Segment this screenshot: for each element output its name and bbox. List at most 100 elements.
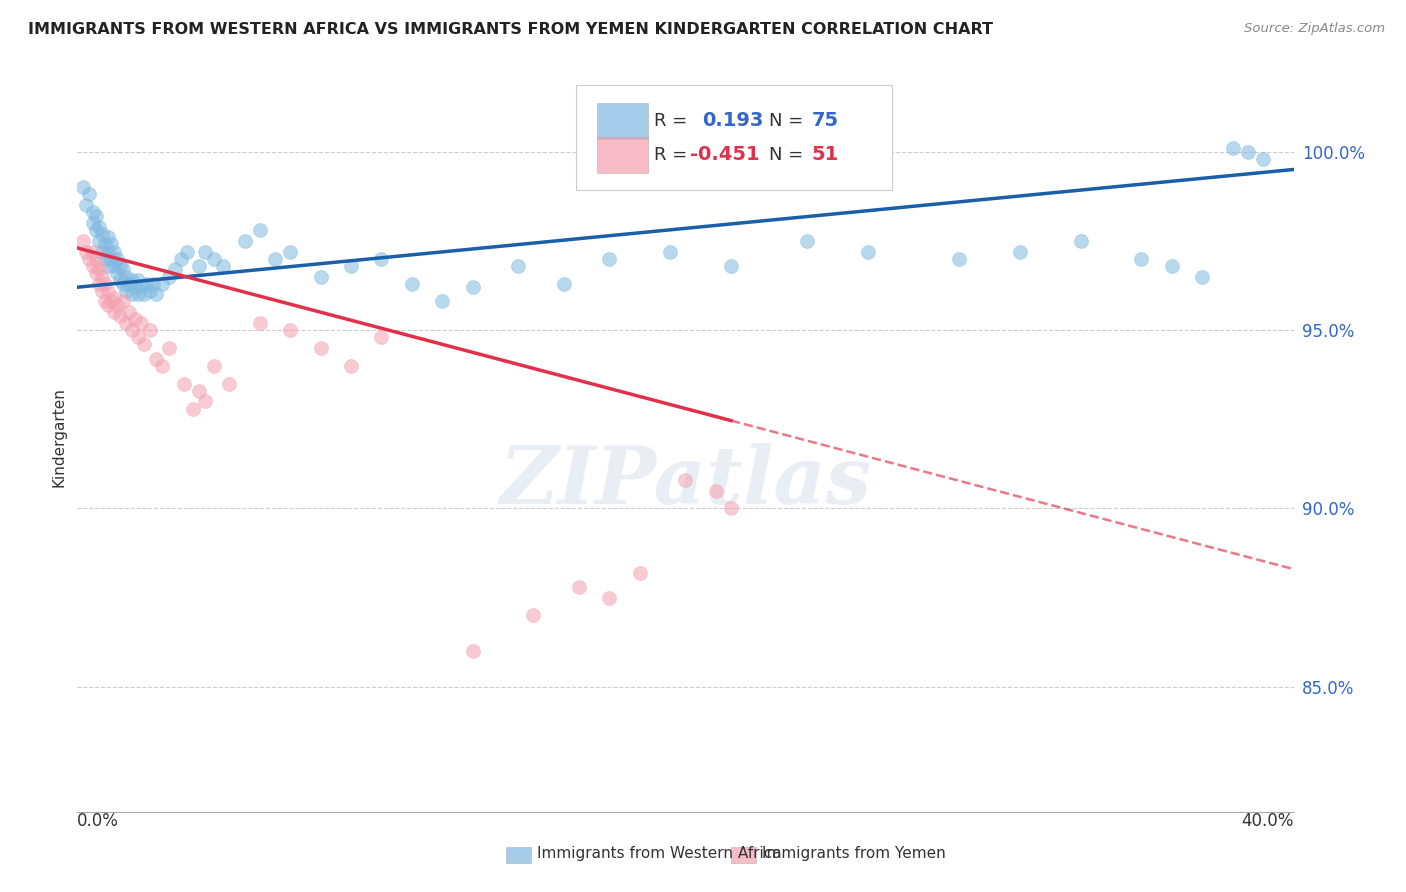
Point (1008, 244, 1031, 259)
Point (176, 244, 198, 259)
Point (1070, 234, 1092, 248)
Text: ZIPatlas: ZIPatlas (499, 443, 872, 521)
Point (129, 316, 152, 330)
Text: -0.451: -0.451 (690, 145, 759, 164)
Point (93, 294, 115, 309)
Point (115, 316, 138, 330)
Point (118, 305, 141, 319)
Point (720, 501, 742, 516)
Point (704, 483, 727, 498)
Point (278, 323, 301, 337)
Point (188, 384, 211, 398)
Point (100, 237, 122, 252)
Point (1222, 141, 1244, 155)
Point (103, 305, 125, 319)
Point (628, 566, 651, 580)
Point (522, 608, 544, 623)
Text: 0.193: 0.193 (703, 112, 763, 130)
Point (84, 252, 107, 266)
Point (84, 266, 107, 280)
Text: N =: N = (769, 145, 810, 163)
Point (134, 287, 156, 301)
Point (659, 244, 682, 259)
Point (340, 359, 363, 373)
Point (115, 269, 138, 284)
Point (675, 473, 697, 487)
Point (152, 359, 174, 373)
Point (111, 294, 134, 309)
Point (124, 312, 146, 326)
Point (75, 244, 97, 259)
Point (93, 252, 115, 266)
Point (370, 330, 392, 344)
Point (401, 277, 423, 291)
Point (79, 187, 101, 202)
Point (598, 591, 620, 605)
Point (90, 244, 112, 259)
Text: IMMIGRANTS FROM WESTERN AFRICA VS IMMIGRANTS FROM YEMEN KINDERGARTEN CORRELATION: IMMIGRANTS FROM WESTERN AFRICA VS IMMIGR… (28, 22, 993, 37)
Point (87, 234, 110, 248)
Point (129, 280, 152, 294)
Point (87, 277, 110, 291)
Point (93, 277, 115, 291)
Point (1237, 145, 1260, 159)
Text: Immigrants from Yemen: Immigrants from Yemen (762, 847, 946, 861)
Point (139, 284, 162, 298)
Point (430, 294, 453, 309)
Point (139, 323, 162, 337)
Point (136, 277, 159, 291)
Point (82, 216, 104, 230)
Point (249, 316, 271, 330)
Point (108, 273, 131, 287)
Point (127, 330, 149, 344)
Point (194, 394, 217, 409)
Point (1161, 259, 1184, 273)
Point (127, 287, 149, 301)
Point (194, 244, 217, 259)
Point (796, 234, 818, 248)
Y-axis label: Kindergarten: Kindergarten (51, 387, 66, 487)
Point (115, 284, 138, 298)
FancyBboxPatch shape (576, 85, 893, 190)
Point (181, 401, 204, 416)
Point (370, 252, 392, 266)
Point (75, 198, 97, 212)
Point (1251, 152, 1274, 166)
Point (218, 376, 240, 391)
Point (134, 337, 156, 351)
Point (108, 309, 131, 323)
Point (90, 269, 112, 284)
Point (145, 351, 167, 366)
Point (157, 269, 180, 284)
Point (340, 259, 363, 273)
Point (188, 259, 211, 273)
Point (105, 298, 128, 312)
Point (121, 273, 143, 287)
Text: N =: N = (769, 112, 810, 130)
Point (105, 266, 128, 280)
Point (1130, 252, 1153, 266)
Point (72, 180, 94, 194)
Point (598, 252, 620, 266)
Point (152, 277, 174, 291)
Point (97, 259, 120, 273)
Point (100, 294, 122, 309)
Point (202, 359, 225, 373)
Point (103, 291, 125, 305)
Point (79, 252, 101, 266)
Point (170, 252, 193, 266)
Point (87, 262, 110, 277)
Point (97, 298, 120, 312)
Point (264, 252, 287, 266)
Text: 51: 51 (811, 145, 839, 164)
Point (90, 284, 112, 298)
Point (202, 252, 225, 266)
Point (124, 280, 146, 294)
Point (720, 259, 742, 273)
Point (97, 284, 120, 298)
Point (84, 209, 107, 223)
Point (508, 259, 530, 273)
Point (103, 259, 125, 273)
Point (142, 277, 165, 291)
Point (249, 223, 271, 237)
